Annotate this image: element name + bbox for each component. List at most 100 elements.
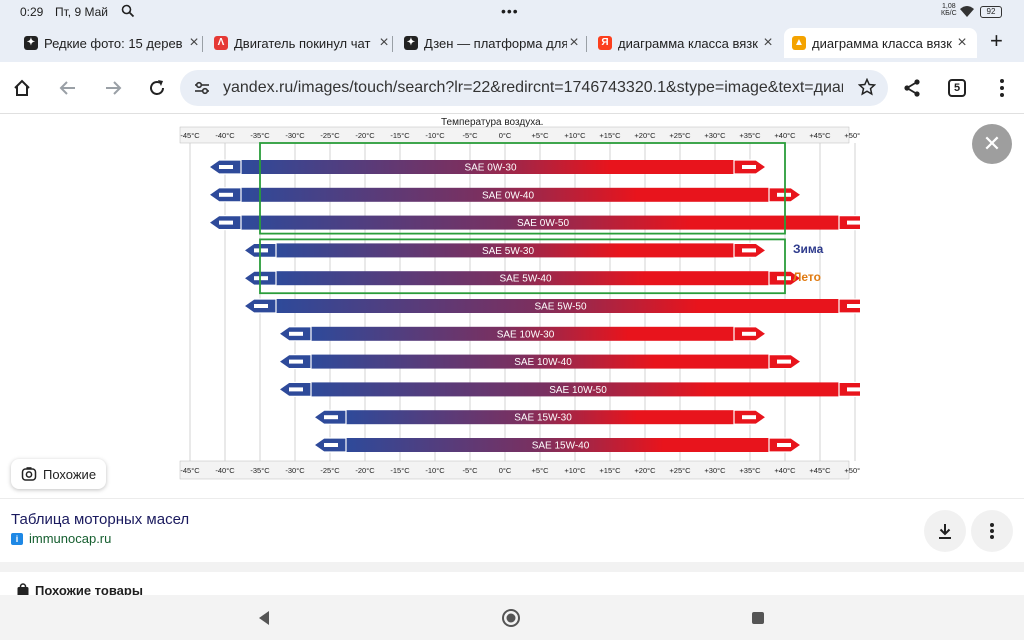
top-tick-label: +35°C (739, 131, 761, 140)
top-tick-label: -40°C (215, 131, 235, 140)
address-bar[interactable]: yandex.ru/images/touch/search?lr=22&redi… (180, 70, 888, 106)
top-tick-label: +50°C (844, 131, 860, 140)
dzen-icon: ✦ (404, 36, 418, 50)
arrow-notch (219, 165, 233, 169)
tab-title: Редкие фото: 15 дерев (44, 35, 183, 51)
site-settings-icon[interactable] (193, 79, 211, 102)
url-text[interactable]: yandex.ru/images/touch/search?lr=22&redi… (223, 79, 843, 96)
tab-2[interactable]: ✦ Дзен — платформа для × (396, 28, 589, 58)
bar-label: SAE 10W-40 (514, 357, 572, 368)
new-tab-button[interactable]: + (990, 28, 1003, 53)
nav-back-button[interactable] (254, 608, 274, 628)
bar-label: SAE 5W-50 (534, 302, 586, 313)
bar-label: SAE 0W-30 (464, 163, 516, 174)
tab-separator (586, 36, 587, 52)
nav-recents-button[interactable] (748, 608, 768, 628)
drive2-icon: Λ (214, 36, 228, 50)
chart-title: Температура воздуха. (441, 117, 543, 128)
tab-switcher-button[interactable]: 5 (948, 79, 966, 97)
arrow-notch (324, 415, 338, 420)
group-label: Лето (793, 270, 821, 284)
result-title[interactable]: Таблица моторных масел (11, 511, 190, 528)
source-domain[interactable]: immunocap.ru (29, 531, 112, 546)
share-icon (904, 79, 920, 97)
bottom-tick-label: +45°C (809, 466, 831, 475)
bar-4 (276, 271, 769, 286)
tab-1[interactable]: Λ Двигатель покинул чат × (206, 28, 399, 58)
section-gap (0, 562, 1024, 572)
arrow-notch (254, 248, 268, 253)
bottom-tick-label: +30°C (704, 466, 726, 475)
close-viewer-button[interactable]: ✕ (972, 124, 1012, 164)
bar-8 (311, 382, 839, 397)
oil-viscosity-chart[interactable]: Температура воздуха. -45°C -45°C -40°C -40°C… (170, 115, 860, 483)
arrow-notch (742, 165, 756, 169)
top-tick-label: +30°C (704, 131, 726, 140)
tab-strip: ✦ Редкие фото: 15 дерев × Λ Двигатель покину… (0, 24, 1024, 62)
top-tick-label: -35°C (250, 131, 270, 140)
arrow-notch (219, 220, 233, 225)
bar-0 (241, 160, 734, 174)
bottom-tick-label: +20°C (634, 466, 656, 475)
bar-label: SAE 0W-50 (517, 218, 569, 229)
group-frame-0 (259, 142, 786, 235)
close-tab-icon[interactable]: × (189, 34, 199, 51)
bar-7 (311, 354, 769, 369)
bottom-tick-label: -35°C (250, 466, 270, 475)
bar-label: SAE 0W-40 (482, 190, 534, 201)
network-speed: 1,08 КБ/С (941, 3, 957, 17)
battery-indicator: 92 (980, 6, 1002, 18)
tab-4[interactable]: ▲ диаграмма класса вязк × (784, 28, 977, 58)
download-icon (939, 524, 951, 539)
arrow-notch (219, 192, 233, 197)
share-button[interactable] (900, 76, 924, 100)
home-button[interactable] (10, 76, 34, 100)
bar-label: SAE 10W-30 (497, 329, 555, 340)
similar-products-section[interactable]: Похожие товары (0, 572, 1024, 595)
bottom-tick-label: -30°C (285, 466, 305, 475)
back-button[interactable] (56, 76, 80, 100)
close-tab-icon[interactable]: × (569, 34, 579, 51)
menu-button[interactable] (990, 76, 1014, 100)
close-tab-icon[interactable]: × (763, 34, 773, 51)
tab-separator (202, 36, 203, 52)
bar-label: SAE 10W-50 (549, 385, 607, 396)
similar-label: Похожие (43, 466, 97, 482)
image-icon: ▲ (792, 36, 806, 50)
more-options-button[interactable] (971, 510, 1013, 552)
bottom-tick-label: -10°C (425, 466, 445, 475)
reload-button[interactable] (145, 76, 169, 100)
forward-button[interactable] (101, 76, 125, 100)
bar-2 (241, 215, 839, 230)
tab-title: диаграмма класса вязк (618, 35, 758, 51)
top-tick-label: +25°C (669, 131, 691, 140)
bar-9 (346, 410, 734, 425)
arrow-notch (847, 304, 860, 308)
result-source[interactable]: i immunocap.ru (11, 531, 111, 546)
download-button[interactable] (924, 510, 966, 552)
arrow-notch (254, 276, 268, 281)
bar-1 (241, 187, 769, 202)
reload-icon (150, 80, 164, 95)
bottom-axis-band (179, 460, 850, 480)
dzen-icon: ✦ (24, 36, 38, 50)
arrow-notch (742, 248, 756, 253)
tab-0[interactable]: ✦ Редкие фото: 15 дерев × (16, 28, 209, 58)
close-tab-icon[interactable]: × (379, 34, 389, 51)
group-label: Зима (793, 242, 824, 256)
similar-images-button[interactable]: Похожие (11, 459, 107, 489)
top-tick-label: -15°C (390, 131, 410, 140)
nav-home-button[interactable] (501, 608, 521, 628)
group-frame-1 (259, 238, 786, 295)
bottom-tick-label: +50°C (844, 466, 860, 475)
kebab-menu-icon (1000, 79, 1004, 97)
bar-label: SAE 15W-40 (532, 441, 590, 452)
arrow-notch (777, 192, 791, 197)
arrow-notch (777, 276, 791, 281)
arrow-notch (254, 304, 268, 308)
yandex-icon: Я (598, 36, 612, 50)
close-tab-icon[interactable]: × (957, 34, 967, 51)
bookmark-star-icon[interactable] (857, 77, 877, 101)
